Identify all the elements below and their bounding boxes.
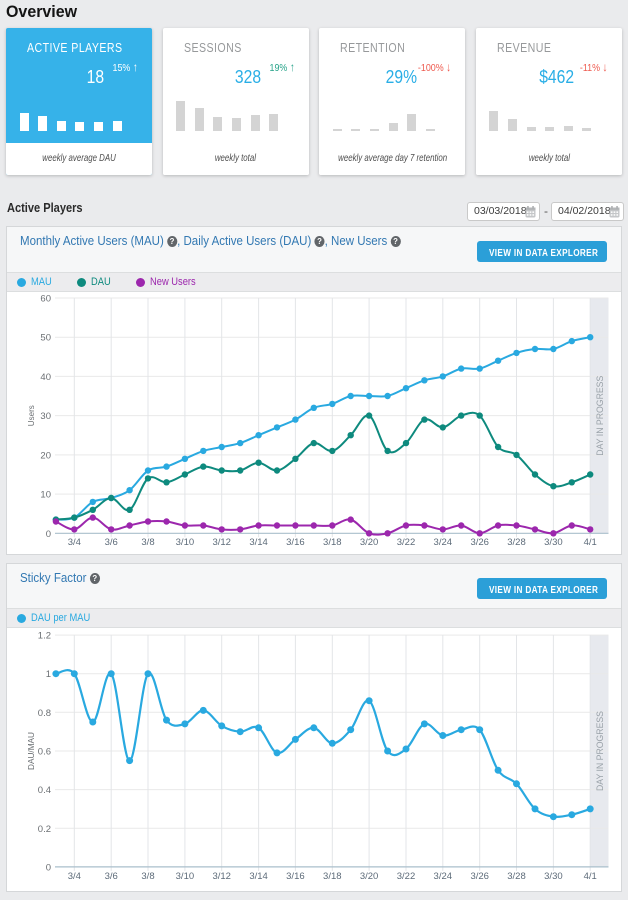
svg-text:3/8: 3/8 [141, 537, 154, 548]
svg-text:3/18: 3/18 [323, 537, 342, 548]
svg-text:0.8: 0.8 [38, 708, 51, 719]
svg-text:3/26: 3/26 [470, 537, 489, 548]
svg-text:1.2: 1.2 [38, 631, 51, 642]
svg-text:3/30: 3/30 [544, 537, 563, 548]
svg-text:3/12: 3/12 [212, 871, 231, 882]
svg-text:4/1: 4/1 [584, 537, 597, 548]
svg-text:20: 20 [40, 450, 51, 461]
svg-text:3/14: 3/14 [249, 871, 268, 882]
svg-text:3/20: 3/20 [360, 537, 379, 548]
svg-text:3/18: 3/18 [323, 871, 342, 882]
svg-text:DAY IN PROGRESS: DAY IN PROGRESS [595, 711, 606, 791]
svg-text:3/30: 3/30 [544, 871, 563, 882]
svg-text:3/4: 3/4 [68, 537, 81, 548]
svg-text:3/4: 3/4 [68, 871, 81, 882]
svg-text:3/22: 3/22 [397, 537, 416, 548]
svg-text:3/24: 3/24 [434, 537, 453, 548]
svg-text:10: 10 [40, 490, 51, 501]
svg-text:3/28: 3/28 [507, 537, 526, 548]
svg-text:0: 0 [46, 862, 51, 873]
svg-text:0.4: 0.4 [38, 785, 51, 796]
svg-text:3/6: 3/6 [105, 871, 118, 882]
svg-text:3/10: 3/10 [176, 537, 195, 548]
svg-text:3/6: 3/6 [105, 537, 118, 548]
svg-text:3/24: 3/24 [434, 871, 453, 882]
svg-text:3/28: 3/28 [507, 871, 526, 882]
svg-text:3/14: 3/14 [249, 537, 268, 548]
svg-text:50: 50 [40, 333, 51, 344]
svg-text:3/10: 3/10 [176, 871, 195, 882]
svg-text:Users: Users [27, 405, 36, 426]
svg-text:3/16: 3/16 [286, 871, 305, 882]
svg-text:40: 40 [40, 372, 51, 383]
svg-text:60: 60 [40, 294, 51, 305]
svg-text:3/16: 3/16 [286, 537, 305, 548]
svg-text:3/8: 3/8 [141, 871, 154, 882]
svg-text:1: 1 [46, 669, 51, 680]
svg-text:0.2: 0.2 [38, 824, 51, 835]
svg-text:3/26: 3/26 [470, 871, 489, 882]
svg-text:3/20: 3/20 [360, 871, 379, 882]
svg-text:30: 30 [40, 411, 51, 422]
svg-text:4/1: 4/1 [584, 871, 597, 882]
svg-text:3/22: 3/22 [397, 871, 416, 882]
svg-text:DAU/MAU: DAU/MAU [27, 732, 36, 770]
svg-text:3/12: 3/12 [212, 537, 231, 548]
svg-text:DAY IN PROGRESS: DAY IN PROGRESS [595, 376, 606, 456]
svg-text:0: 0 [46, 529, 51, 540]
svg-text:0.6: 0.6 [38, 747, 51, 758]
